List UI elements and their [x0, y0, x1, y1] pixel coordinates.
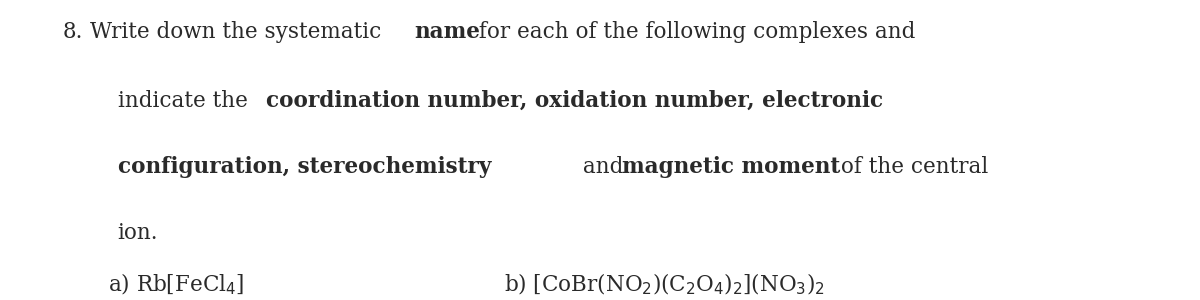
- Text: coordination number, oxidation number, electronic: coordination number, oxidation number, e…: [266, 90, 883, 112]
- Text: b) [CoBr(NO$_2$)(C$_2$O$_4$)$_2$](NO$_3$)$_2$: b) [CoBr(NO$_2$)(C$_2$O$_4$)$_2$](NO$_3$…: [504, 272, 824, 297]
- Text: magnetic moment: magnetic moment: [622, 156, 840, 178]
- Text: configuration, stereochemistry: configuration, stereochemistry: [118, 156, 491, 178]
- Text: Write down the systematic: Write down the systematic: [90, 21, 388, 43]
- Text: name: name: [414, 21, 480, 43]
- Text: 8.: 8.: [62, 21, 83, 43]
- Text: a) Rb[FeCl$_4$]: a) Rb[FeCl$_4$]: [108, 272, 245, 297]
- Text: for each of the following complexes and: for each of the following complexes and: [472, 21, 914, 43]
- Text: and: and: [576, 156, 630, 178]
- Text: indicate the: indicate the: [118, 90, 254, 112]
- Text: ion.: ion.: [118, 222, 158, 244]
- Text: of the central: of the central: [834, 156, 989, 178]
